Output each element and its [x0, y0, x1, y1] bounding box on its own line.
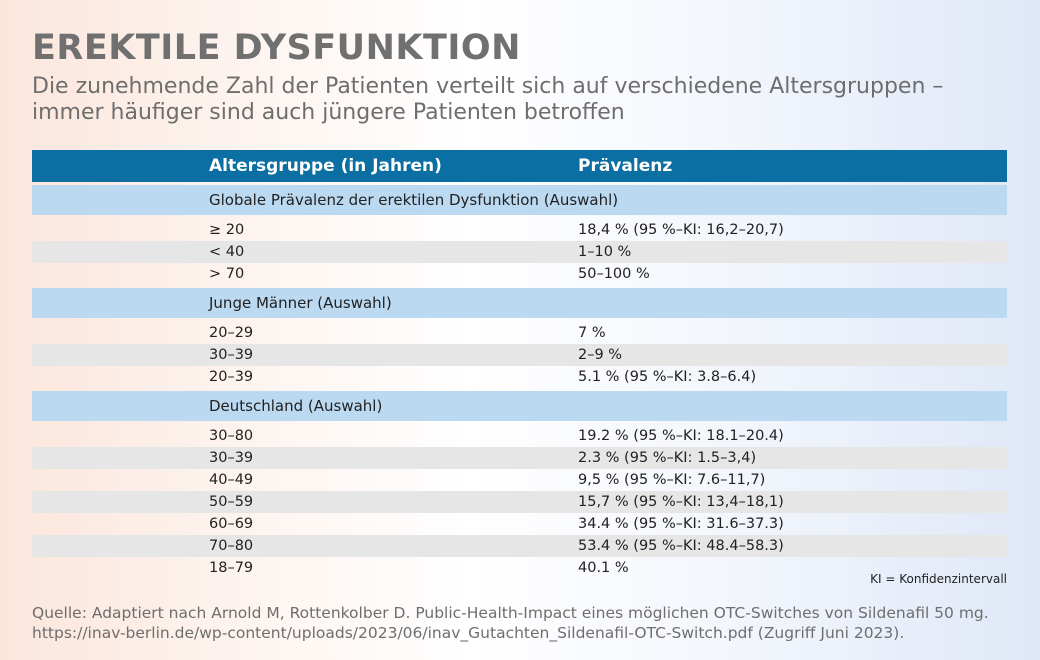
age-group-cell: 30–80 [209, 428, 254, 444]
section-label: Deutschland (Auswahl) [209, 397, 383, 415]
section-row: Globale Prävalenz der erektilen Dysfunkt… [32, 185, 1007, 215]
age-group-cell: ≥ 20 [209, 222, 245, 238]
section-label: Junge Männer (Auswahl) [209, 294, 392, 312]
table-row: 60–69 34.4 % (95 %–KI: 31.6–37.3) [32, 513, 1007, 535]
table-row: 18–79 40.1 % [32, 557, 1007, 579]
age-group-cell: 60–69 [209, 516, 254, 532]
age-group-cell: 40–49 [209, 472, 254, 488]
prevalence-cell: 40.1 % [578, 560, 629, 576]
column-header-prevalence: Prävalenz [578, 156, 673, 176]
source-line-1: Quelle: Adaptiert nach Arnold M, Rottenk… [32, 604, 989, 622]
age-group-cell: 30–39 [209, 450, 254, 466]
prevalence-cell: 9,5 % (95 %–KI: 7.6–11,7) [578, 472, 766, 488]
page-title: EREKTILE DYSFUNKTION [32, 28, 521, 68]
footnote: KI = Konfidenzintervall [870, 572, 1007, 586]
table-row: 30–39 2–9 % [32, 344, 1007, 366]
column-header-age: Altersgruppe (in Jahren) [209, 156, 442, 176]
source-line-2: https://inav-berlin.de/wp-content/upload… [32, 624, 905, 642]
prevalence-cell: 34.4 % (95 %–KI: 31.6–37.3) [578, 516, 784, 532]
prevalence-cell: 53.4 % (95 %–KI: 48.4–58.3) [578, 538, 784, 554]
prevalence-cell: 15,7 % (95 %–KI: 13,4–18,1) [578, 494, 784, 510]
prevalence-cell: 2.3 % (95 %–KI: 1.5–3,4) [578, 450, 757, 466]
section-row: Deutschland (Auswahl) [32, 391, 1007, 421]
age-group-cell: 20–39 [209, 369, 254, 385]
page-subtitle: Die zunehmende Zahl der Patienten vertei… [32, 74, 944, 125]
prevalence-cell: 1–10 % [578, 244, 632, 260]
table-row: 70–80 53.4 % (95 %–KI: 48.4–58.3) [32, 535, 1007, 557]
age-group-cell: 50–59 [209, 494, 254, 510]
age-group-cell: 30–39 [209, 347, 254, 363]
table-row: 30–39 2.3 % (95 %–KI: 1.5–3,4) [32, 447, 1007, 469]
prevalence-cell: 19.2 % (95 %–KI: 18.1–20.4) [578, 428, 784, 444]
prevalence-cell: 2–9 % [578, 347, 623, 363]
table-row: 30–80 19.2 % (95 %–KI: 18.1–20.4) [32, 425, 1007, 447]
table-row: 20–29 7 % [32, 322, 1007, 344]
age-group-cell: < 40 [209, 244, 245, 260]
age-group-cell: 18–79 [209, 560, 254, 576]
section-label: Globale Prävalenz der erektilen Dysfunkt… [209, 191, 619, 209]
prevalence-table: Altersgruppe (in Jahren) Prävalenz Globa… [32, 150, 1007, 579]
section-row: Junge Männer (Auswahl) [32, 288, 1007, 318]
prevalence-cell: 50–100 % [578, 266, 650, 282]
table-body: Globale Prävalenz der erektilen Dysfunkt… [32, 185, 1007, 579]
table-header: Altersgruppe (in Jahren) Prävalenz [32, 150, 1007, 182]
prevalence-cell: 5.1 % (95 %–KI: 3.8–6.4) [578, 369, 757, 385]
age-group-cell: 70–80 [209, 538, 254, 554]
source-note: Quelle: Adaptiert nach Arnold M, Rottenk… [32, 603, 1022, 643]
table-row: > 70 50–100 % [32, 263, 1007, 285]
prevalence-cell: 18,4 % (95 %–KI: 16,2–20,7) [578, 222, 784, 238]
table-row: < 40 1–10 % [32, 241, 1007, 263]
table-row: 20–39 5.1 % (95 %–KI: 3.8–6.4) [32, 366, 1007, 388]
table-row: 50–59 15,7 % (95 %–KI: 13,4–18,1) [32, 491, 1007, 513]
table-row: 40–49 9,5 % (95 %–KI: 7.6–11,7) [32, 469, 1007, 491]
age-group-cell: 20–29 [209, 325, 254, 341]
table-row: ≥ 20 18,4 % (95 %–KI: 16,2–20,7) [32, 219, 1007, 241]
age-group-cell: > 70 [209, 266, 245, 282]
prevalence-cell: 7 % [578, 325, 606, 341]
